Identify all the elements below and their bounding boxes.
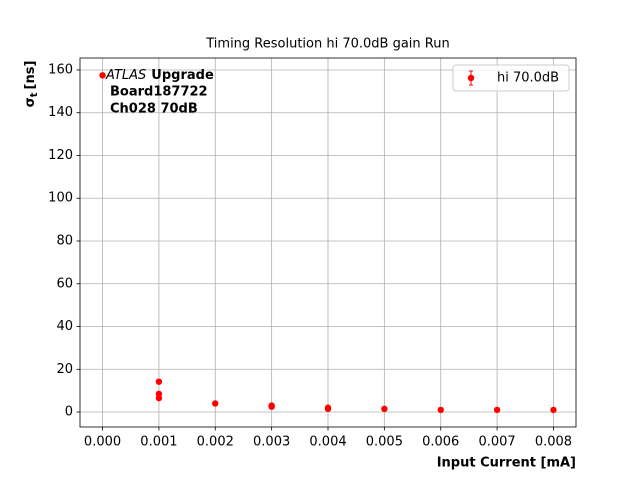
x-tick-label: 0.006 — [422, 435, 459, 450]
data-point — [268, 403, 275, 410]
plot-frame — [79, 57, 577, 428]
data-point — [493, 406, 501, 414]
annotation-line: ATLAS Upgrade — [105, 68, 214, 83]
y-tick-label: 20 — [56, 362, 73, 377]
x-tick-label: 0.008 — [535, 435, 572, 450]
x-tick-label: 0.000 — [84, 435, 121, 450]
x-tick-label: 0.003 — [253, 435, 290, 450]
data-point — [324, 405, 332, 413]
data-point — [381, 405, 388, 413]
annotation-board: Board187722 — [110, 85, 208, 100]
x-tick-label: 0.002 — [197, 435, 234, 450]
data-point — [550, 406, 557, 414]
legend-marker — [467, 74, 475, 82]
annotation-tag: Upgrade — [151, 68, 214, 83]
y-tick-label: 140 — [48, 105, 73, 120]
y-tick-label: 120 — [48, 148, 73, 163]
legend-label: hi 70.0dB — [497, 71, 559, 86]
y-tick-label: 80 — [56, 234, 73, 249]
annotation-channel: Ch028 70dB — [110, 102, 198, 117]
legend-box — [452, 64, 570, 92]
annotation-experiment: ATLAS — [105, 68, 146, 83]
y-label-symbol: σ — [23, 97, 38, 107]
data-point — [437, 406, 444, 414]
data-point — [212, 400, 219, 407]
y-label-subscript: t — [29, 92, 40, 97]
x-tick-label: 0.001 — [140, 435, 177, 450]
x-tick-label: 0.007 — [478, 435, 515, 450]
x-tick-label: 0.004 — [309, 435, 346, 450]
y-tick-label: 60 — [56, 276, 73, 291]
data-point — [155, 378, 163, 385]
x-tick-label: 0.005 — [366, 435, 403, 450]
y-axis-label: σt [ns] — [23, 61, 41, 108]
y-tick-label: 40 — [56, 319, 73, 334]
y-tick-label: 160 — [48, 62, 73, 77]
y-tick-label: 100 — [48, 191, 73, 206]
chart-title: Timing Resolution hi 70.0dB gain Run — [205, 37, 449, 52]
y-tick-label: 0 — [65, 405, 73, 420]
x-axis-label: Input Current [mA] — [437, 456, 576, 471]
data-point — [155, 394, 163, 402]
data-point — [99, 72, 106, 79]
y-label-unit: [ns] — [23, 61, 38, 90]
